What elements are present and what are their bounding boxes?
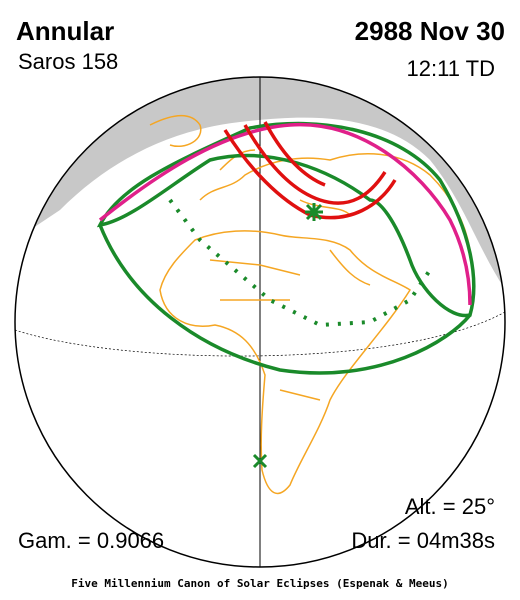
globe-outline [14,76,506,568]
night-region [15,77,505,310]
time: 12:11 TD [407,56,495,81]
footer: Five Millennium Canon of Solar Eclipses … [71,577,449,590]
altitude: Alt. = 25° [405,494,495,519]
saros: Saros 158 [18,49,118,74]
eclipse-type: Annular [16,16,114,46]
sub-solar-point [252,453,268,469]
greatest-eclipse [305,203,323,221]
magenta-curve [98,122,472,306]
central-line [168,198,432,328]
duration: Dur. = 04m38s [351,528,495,553]
gamma: Gam. = 0.9066 [18,528,164,553]
date: 2988 Nov 30 [355,16,505,46]
globe [15,77,505,567]
limit-curve [98,224,472,375]
limit-curve [96,121,476,318]
